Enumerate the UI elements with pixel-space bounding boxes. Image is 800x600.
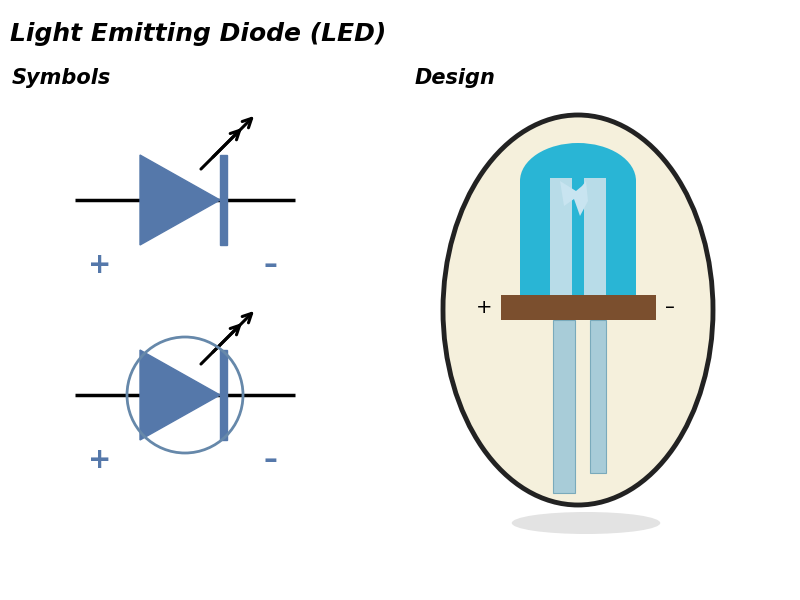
- Bar: [220, 155, 227, 245]
- Bar: [584, 178, 606, 295]
- Bar: [590, 320, 606, 473]
- Bar: [553, 320, 575, 493]
- Ellipse shape: [443, 115, 713, 505]
- Text: –: –: [263, 251, 277, 279]
- Text: +: +: [88, 446, 112, 474]
- Ellipse shape: [520, 143, 636, 219]
- Text: –: –: [263, 446, 277, 474]
- Text: +: +: [88, 251, 112, 279]
- Text: –: –: [665, 298, 674, 317]
- Ellipse shape: [512, 512, 660, 534]
- Bar: [220, 350, 227, 440]
- Bar: [501, 295, 655, 320]
- Text: Symbols: Symbols: [12, 68, 111, 88]
- Polygon shape: [560, 181, 588, 216]
- Text: Design: Design: [415, 68, 496, 88]
- Polygon shape: [140, 155, 220, 245]
- Bar: [550, 178, 572, 295]
- Text: +: +: [476, 298, 493, 317]
- Bar: [520, 181, 636, 295]
- Polygon shape: [140, 350, 220, 440]
- Text: Light Emitting Diode (LED): Light Emitting Diode (LED): [10, 22, 386, 46]
